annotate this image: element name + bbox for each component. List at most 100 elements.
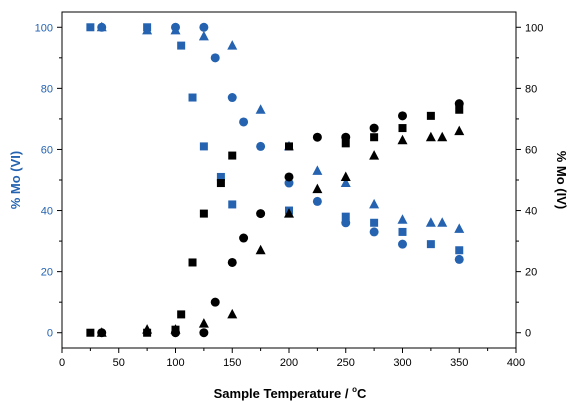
marker-square: [216, 179, 225, 188]
x-tick-label: 100: [166, 357, 184, 369]
marker-triangle: [340, 171, 351, 181]
marker-square: [228, 200, 237, 209]
marker-circle: [256, 141, 266, 151]
marker-square: [426, 111, 435, 120]
marker-triangle: [340, 177, 351, 188]
marker-triangle: [397, 214, 408, 224]
marker-circle: [341, 132, 351, 142]
y-tick-label-left: 20: [41, 267, 53, 279]
marker-circle: [210, 297, 220, 307]
marker-square: [228, 151, 237, 160]
marker-triangle: [170, 24, 181, 35]
marker-circle: [369, 227, 379, 237]
marker-triangle: [198, 30, 209, 41]
x-tick-label: 50: [113, 357, 125, 369]
marker-circle: [227, 93, 237, 103]
marker-circle: [454, 254, 464, 264]
marker-triangle: [437, 217, 448, 227]
marker-square: [86, 23, 95, 32]
y-tick-label-right: 40: [525, 206, 537, 218]
x-tick-label: 300: [393, 357, 411, 369]
marker-square: [177, 41, 186, 50]
marker-circle: [454, 99, 464, 109]
marker-square: [188, 258, 197, 267]
x-axis-title-degree: o: [352, 385, 357, 394]
marker-square: [199, 209, 208, 218]
marker-circle: [210, 53, 220, 63]
marker-square: [188, 93, 197, 102]
marker-triangle: [170, 324, 181, 334]
marker-square: [398, 124, 407, 133]
y-tick-label-right: 80: [525, 83, 537, 95]
marker-triangle: [96, 21, 107, 32]
marker-circle: [239, 117, 249, 127]
marker-square: [285, 142, 293, 151]
marker-triangle: [227, 308, 238, 319]
marker-triangle: [255, 244, 266, 255]
marker-triangle: [397, 134, 408, 145]
marker-circle: [312, 132, 322, 142]
marker-triangle: [454, 125, 465, 136]
marker-triangle: [369, 198, 380, 209]
y-tick-label-right: 100: [525, 22, 543, 34]
y-axis-title-left: % Mo (VI): [8, 151, 23, 210]
x-axis-title: Sample Temperature / oC: [214, 385, 367, 401]
y-tick-label-left: 100: [35, 22, 53, 34]
marker-triangle: [142, 24, 153, 35]
x-tick-label: 350: [450, 357, 468, 369]
marker-triangle: [227, 40, 238, 50]
marker-square: [199, 142, 208, 151]
y-tick-label-left: 60: [41, 144, 53, 156]
marker-square: [341, 212, 350, 221]
y-tick-label-right: 0: [525, 328, 531, 340]
marker-square: [341, 139, 350, 148]
marker-circle: [312, 196, 322, 206]
x-axis-title-unit: C: [357, 386, 367, 401]
x-axis-title-main: Sample Temperature /: [214, 386, 352, 401]
marker-triangle: [284, 208, 294, 218]
marker-circle: [256, 209, 266, 219]
marker-triangle: [142, 324, 153, 334]
y-tick-label-right: 60: [525, 144, 537, 156]
marker-square: [370, 218, 379, 227]
marker-square: [216, 172, 225, 181]
x-tick-label: 400: [507, 357, 525, 369]
marker-triangle: [437, 131, 448, 142]
y-tick-label-right: 20: [525, 267, 537, 279]
marker-triangle: [425, 131, 436, 142]
marker-circle: [341, 218, 351, 228]
marker-circle: [199, 22, 209, 32]
marker-triangle: [312, 183, 323, 194]
y-axis-title-right: % Mo (IV): [554, 151, 569, 210]
marker-square: [398, 227, 407, 236]
marker-circle: [199, 328, 209, 338]
marker-triangle: [255, 104, 266, 114]
x-tick-label: 0: [59, 357, 65, 369]
x-tick-label: 250: [337, 357, 355, 369]
x-tick-label: 150: [223, 357, 241, 369]
marker-circle: [398, 111, 407, 121]
marker-square: [370, 133, 379, 142]
marker-circle: [227, 257, 237, 267]
marker-circle: [398, 239, 407, 249]
marker-circle: [239, 233, 249, 243]
marker-circle: [369, 123, 379, 133]
marker-square: [455, 105, 464, 114]
marker-triangle: [369, 150, 380, 160]
marker-square: [426, 240, 435, 249]
marker-circle: [284, 172, 294, 182]
y-tick-label-left: 0: [47, 328, 53, 340]
axis-ticks: 0 50 100 150 200 250 300 350 400 0 0 20 20 40 40 60 60 80…: [35, 22, 544, 369]
y-tick-label-left: 40: [41, 206, 53, 218]
y-tick-label-left: 80: [41, 83, 53, 95]
data-markers: [86, 21, 465, 338]
x-tick-label: 200: [280, 357, 298, 369]
marker-triangle: [96, 327, 107, 337]
marker-triangle: [425, 217, 436, 227]
marker-square: [177, 310, 186, 319]
marker-triangle: [454, 223, 465, 233]
marker-square: [455, 246, 464, 255]
marker-triangle: [312, 165, 323, 175]
marker-triangle: [198, 318, 209, 328]
